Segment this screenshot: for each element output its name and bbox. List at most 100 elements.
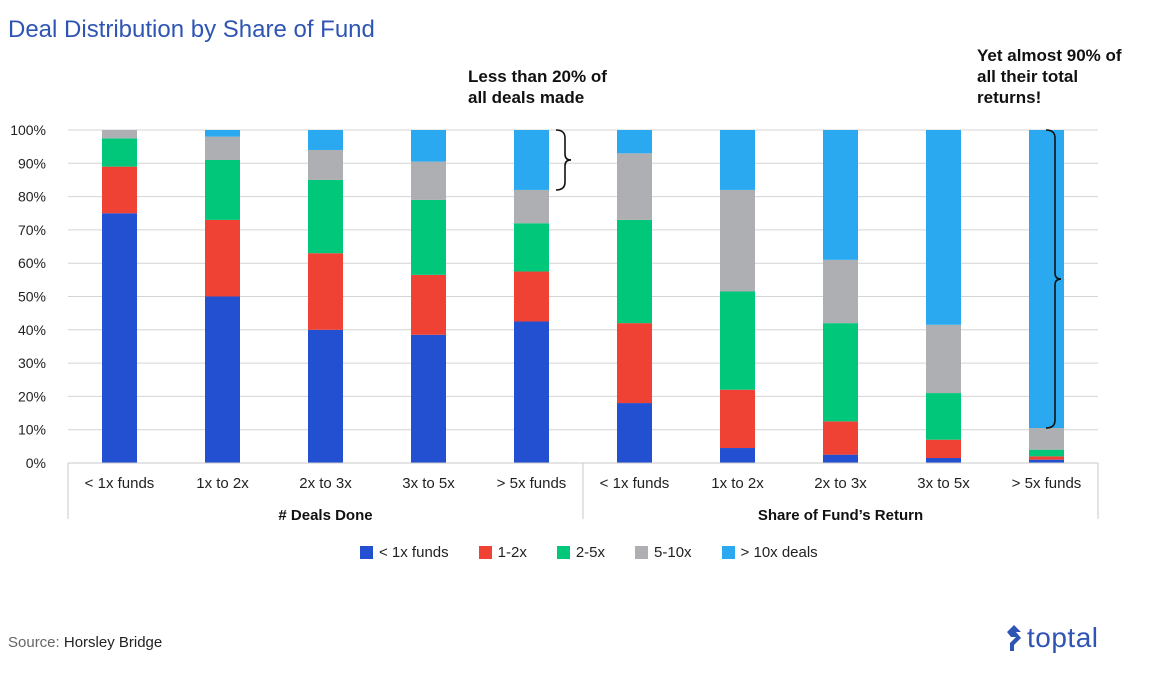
bar-segment bbox=[308, 329, 343, 463]
legend-label: 2-5x bbox=[575, 544, 606, 561]
bar-segment bbox=[823, 421, 858, 455]
bar-segment bbox=[411, 161, 446, 200]
legend-item: < 1x funds bbox=[360, 544, 449, 561]
y-tick-label: 10% bbox=[18, 422, 46, 438]
legend-swatch bbox=[556, 546, 570, 559]
legend-item: > 10x deals bbox=[721, 544, 818, 561]
callout-less-than-20-percent: Less than 20% of all deals made bbox=[468, 66, 607, 108]
brace-top-deals bbox=[555, 129, 572, 191]
x-tick-label: 1x to 2x bbox=[711, 475, 764, 492]
bar-segment bbox=[720, 130, 755, 190]
x-tick-label: 2x to 3x bbox=[814, 475, 867, 492]
callout-line: Yet almost 90% of bbox=[977, 46, 1122, 65]
bar-segment bbox=[823, 259, 858, 324]
legend-item: 1-2x bbox=[478, 544, 527, 561]
bar-segment bbox=[514, 321, 549, 463]
bar-segment bbox=[514, 189, 549, 224]
bar-segment bbox=[617, 219, 652, 324]
bar-segment bbox=[926, 458, 961, 463]
legend-swatch bbox=[478, 546, 492, 559]
bar-segment bbox=[1029, 428, 1064, 450]
bar-segment bbox=[102, 138, 137, 167]
chart-title: Deal Distribution by Share of Fund bbox=[8, 16, 375, 43]
source-label: Source: bbox=[8, 634, 60, 651]
bar-segment bbox=[102, 213, 137, 463]
bar-segment bbox=[720, 291, 755, 390]
x-axis: < 1x funds 1x to 2x 2x to 3x 3x to 5x > 5x f… bbox=[67, 462, 1099, 524]
y-tick-label: 30% bbox=[18, 355, 46, 371]
y-tick-label: 50% bbox=[18, 289, 46, 305]
x-tick-label: > 5x funds bbox=[1012, 475, 1082, 492]
y-tick-label: 40% bbox=[18, 322, 46, 338]
y-tick-label: 100% bbox=[10, 122, 46, 138]
legend-item: 2-5x bbox=[556, 544, 606, 561]
y-tick-label: 20% bbox=[18, 388, 46, 404]
bar-segment bbox=[926, 324, 961, 394]
legend-label: 5-10x bbox=[654, 544, 692, 561]
y-tick-label: 80% bbox=[18, 189, 46, 205]
legend-swatch bbox=[360, 546, 373, 559]
source-value: Horsley Bridge bbox=[63, 634, 163, 651]
bar-segment bbox=[308, 253, 343, 330]
logo-text: toptal bbox=[1027, 622, 1099, 653]
x-tick-label: > 5x funds bbox=[497, 475, 567, 492]
bar-segment bbox=[926, 439, 961, 459]
callout-line: returns! bbox=[977, 88, 1042, 107]
bar-segment bbox=[411, 334, 446, 463]
bar-segment bbox=[617, 153, 652, 220]
legend-swatch bbox=[721, 546, 735, 559]
bar-segment bbox=[1029, 449, 1064, 457]
bar-segment bbox=[308, 149, 343, 180]
bar-segment bbox=[617, 403, 652, 463]
brace-top-returns bbox=[1045, 129, 1062, 429]
bar-segment bbox=[205, 130, 240, 137]
callout-line: all deals made bbox=[468, 88, 585, 107]
bar-segment bbox=[102, 166, 137, 214]
bar-segment bbox=[308, 179, 343, 254]
toptal-logo-icon bbox=[1007, 625, 1021, 651]
x-tick-label: < 1x funds bbox=[85, 475, 155, 492]
callout-almost-90-percent: Yet almost 90% of all their total return… bbox=[977, 45, 1122, 108]
bar-segment bbox=[514, 130, 549, 190]
legend-label: 1-2x bbox=[497, 544, 527, 561]
bar-segment bbox=[205, 296, 240, 463]
bar-segment bbox=[823, 323, 858, 422]
source-note: Source: Horsley Bridge bbox=[8, 634, 162, 651]
legend-swatch bbox=[635, 546, 649, 559]
bar-segment bbox=[720, 389, 755, 449]
bar-segment bbox=[720, 448, 755, 463]
bar-segment bbox=[308, 130, 343, 150]
bar-segment bbox=[411, 199, 446, 275]
legend-item: 5-10x bbox=[635, 544, 692, 561]
y-tick-label: 70% bbox=[18, 222, 46, 238]
x-tick-label: 3x to 5x bbox=[917, 475, 970, 492]
x-tick-label: 1x to 2x bbox=[196, 475, 249, 492]
bar-segment bbox=[1029, 459, 1064, 463]
bar-segment bbox=[205, 219, 240, 297]
legend: < 1x funds 1-2x 2-5x 5-10x > 10x deals bbox=[360, 544, 848, 561]
bar-segment bbox=[823, 454, 858, 463]
x-tick-label: < 1x funds bbox=[600, 475, 670, 492]
bar-segment bbox=[926, 130, 961, 325]
y-tick-label: 90% bbox=[18, 155, 46, 171]
x-tick-label: 2x to 3x bbox=[299, 475, 352, 492]
bar-segment bbox=[411, 130, 446, 162]
x-tick-label: 3x to 5x bbox=[402, 475, 455, 492]
bar-segment bbox=[102, 130, 137, 139]
bar-segment bbox=[617, 323, 652, 404]
bar-segment bbox=[205, 159, 240, 220]
legend-label: > 10x deals bbox=[740, 544, 818, 561]
bar-segment bbox=[411, 274, 446, 335]
y-tick-label: 60% bbox=[18, 255, 46, 271]
x-group-label: # Deals Done bbox=[278, 507, 372, 524]
x-group-label: Share of Fund’s Return bbox=[758, 507, 923, 524]
callout-line: all their total bbox=[977, 67, 1079, 86]
toptal-logo: toptal bbox=[1004, 622, 1099, 654]
stacked-bar-chart: 0% 10% 20% 30% 40% 50% 60% 70% 80% 90% 100% < 1x f… bbox=[10, 122, 1099, 524]
bars bbox=[102, 130, 1064, 463]
y-axis-ticks: 0% 10% 20% 30% 40% 50% 60% 70% 80% 90% 100% bbox=[10, 122, 46, 471]
braces bbox=[555, 129, 1062, 429]
bar-segment bbox=[926, 393, 961, 440]
bar-segment bbox=[617, 130, 652, 154]
bar-segment bbox=[514, 271, 549, 322]
